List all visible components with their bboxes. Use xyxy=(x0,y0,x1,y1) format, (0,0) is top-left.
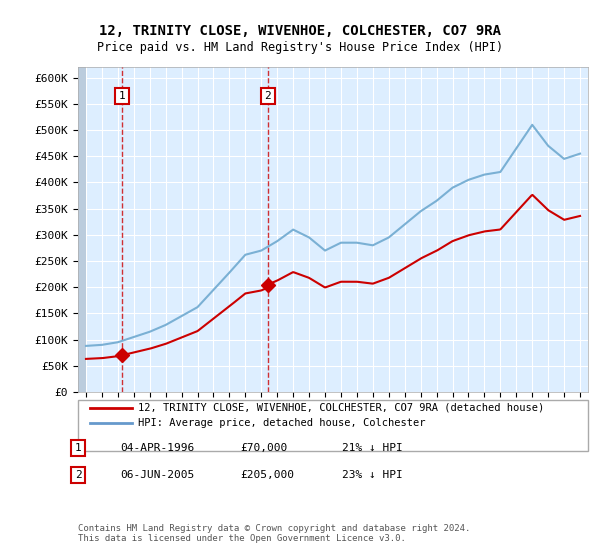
Text: Contains HM Land Registry data © Crown copyright and database right 2024.
This d: Contains HM Land Registry data © Crown c… xyxy=(78,524,470,543)
Text: 12, TRINITY CLOSE, WIVENHOE, COLCHESTER, CO7 9RA: 12, TRINITY CLOSE, WIVENHOE, COLCHESTER,… xyxy=(99,24,501,38)
Bar xyxy=(78,67,86,392)
Text: 2: 2 xyxy=(74,470,82,480)
Text: £205,000: £205,000 xyxy=(240,470,294,480)
Text: 12, TRINITY CLOSE, WIVENHOE, COLCHESTER, CO7 9RA (detached house): 12, TRINITY CLOSE, WIVENHOE, COLCHESTER,… xyxy=(138,403,544,413)
Text: 1: 1 xyxy=(118,91,125,101)
Text: 23% ↓ HPI: 23% ↓ HPI xyxy=(342,470,403,480)
Text: £70,000: £70,000 xyxy=(240,443,287,453)
Text: 1: 1 xyxy=(74,443,82,453)
Text: HPI: Average price, detached house, Colchester: HPI: Average price, detached house, Colc… xyxy=(138,418,425,428)
Text: 2: 2 xyxy=(265,91,271,101)
Text: Price paid vs. HM Land Registry's House Price Index (HPI): Price paid vs. HM Land Registry's House … xyxy=(97,41,503,54)
Text: 04-APR-1996: 04-APR-1996 xyxy=(120,443,194,453)
Text: 06-JUN-2005: 06-JUN-2005 xyxy=(120,470,194,480)
Text: 21% ↓ HPI: 21% ↓ HPI xyxy=(342,443,403,453)
